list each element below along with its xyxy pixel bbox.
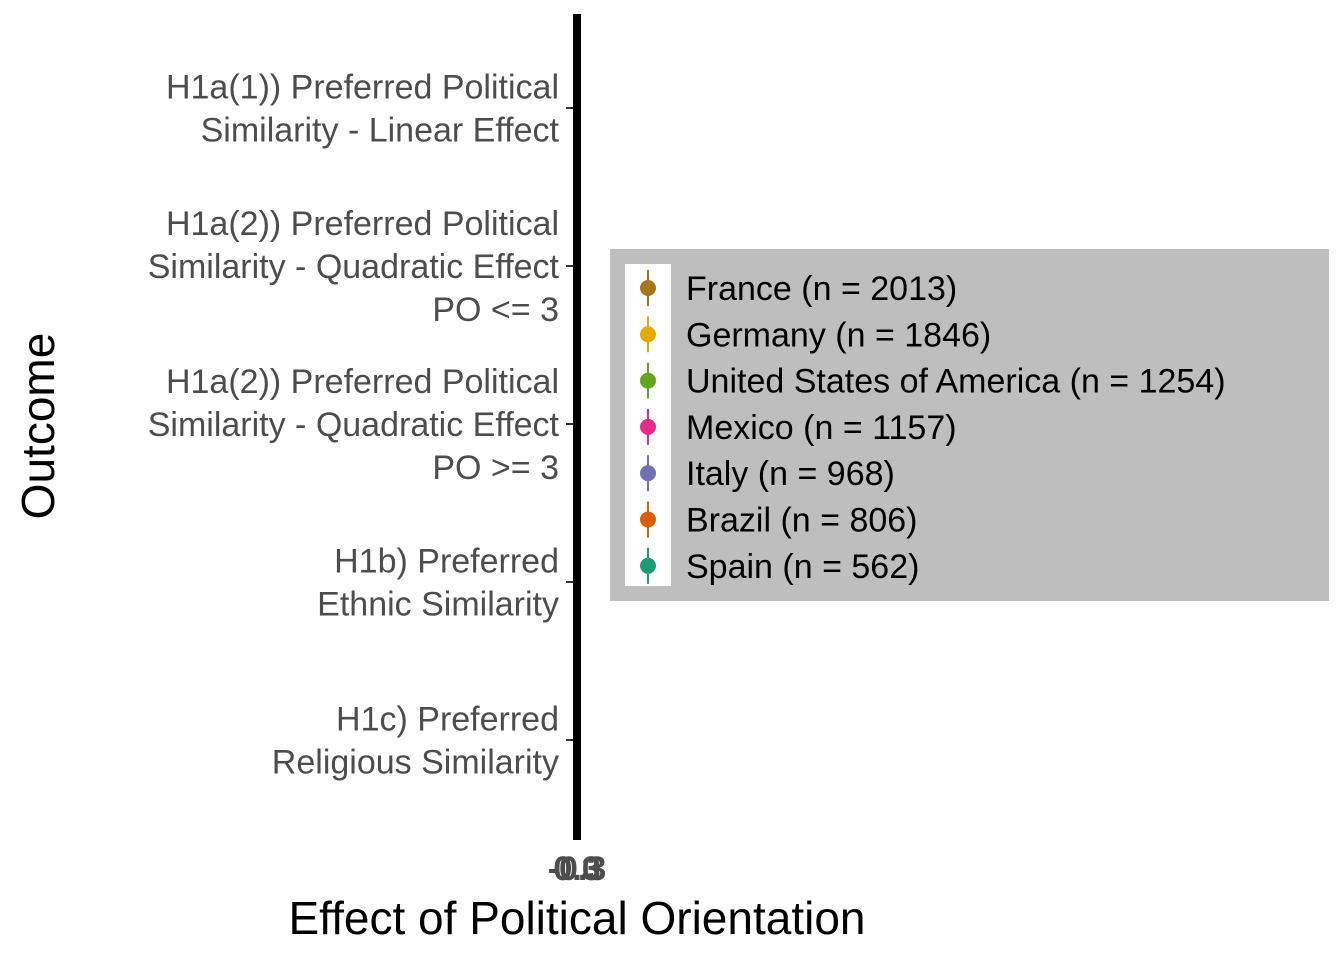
legend-item: Brazil (n = 806) — [640, 501, 918, 540]
legend: France (n = 2013) Germany (n = 1846) Unite… — [610, 249, 1329, 601]
legend-key-point — [640, 372, 656, 389]
y-tick-label: H1a(2)) Preferred Political — [166, 205, 559, 243]
y-tick-label: H1c) Preferred — [336, 701, 559, 739]
legend-key-point — [640, 326, 656, 343]
legend-item: United States of America (n = 1254) — [640, 362, 1226, 401]
y-tick-label: H1b) Preferred — [334, 543, 559, 581]
x-axis-tick-labels: -0.30.00.3 — [548, 850, 607, 888]
legend-key-point — [640, 465, 656, 482]
legend-label: France (n = 2013) — [686, 270, 957, 308]
y-tick-label: H1a(1)) Preferred Political — [166, 69, 559, 107]
y-tick-label: PO >= 3 — [432, 449, 559, 487]
legend-label: Brazil (n = 806) — [686, 502, 918, 540]
y-tick-label: Similarity - Quadratic Effect — [148, 248, 560, 286]
legend-item: France (n = 2013) — [640, 270, 957, 308]
y-tick-label: H1a(2)) Preferred Political — [166, 363, 559, 401]
legend-key-point — [640, 511, 656, 528]
legend-item: Italy (n = 968) — [640, 455, 895, 493]
y-tick-label: Religious Similarity — [272, 744, 559, 782]
legend-key-point — [640, 418, 656, 435]
legend-items: France (n = 2013) Germany (n = 1846) Unite… — [640, 270, 1226, 586]
y-tick-label: Ethnic Similarity — [317, 586, 559, 624]
legend-label: Germany (n = 1846) — [686, 316, 991, 354]
legend-key-point — [640, 557, 656, 574]
zero-reference-line — [573, 14, 581, 840]
y-axis-title: Outcome — [12, 333, 64, 520]
legend-label: United States of America (n = 1254) — [686, 363, 1226, 401]
legend-item: Spain (n = 562) — [640, 547, 919, 586]
y-tick-label: Similarity - Linear Effect — [201, 112, 560, 150]
y-tick-label: Similarity - Quadratic Effect — [148, 406, 560, 444]
x-tick-label: 0.0 — [553, 850, 600, 888]
legend-key-point — [640, 280, 656, 296]
x-tick-label: 0.3 — [553, 850, 600, 888]
legend-background — [610, 249, 1329, 601]
y-tick-label: PO <= 3 — [432, 291, 559, 329]
y-axis-tick-labels: H1a(1)) Preferred Political Similarity - … — [148, 69, 573, 782]
legend-label: Mexico (n = 1157) — [686, 409, 957, 447]
legend-label: Italy (n = 968) — [686, 455, 895, 493]
x-axis-title: Effect of Political Orientation — [289, 892, 866, 944]
legend-item: Germany (n = 1846) — [640, 316, 991, 354]
legend-label: Spain (n = 562) — [686, 548, 919, 586]
legend-item: Mexico (n = 1157) — [640, 408, 957, 447]
x-tick-label: -0.3 — [548, 850, 607, 888]
